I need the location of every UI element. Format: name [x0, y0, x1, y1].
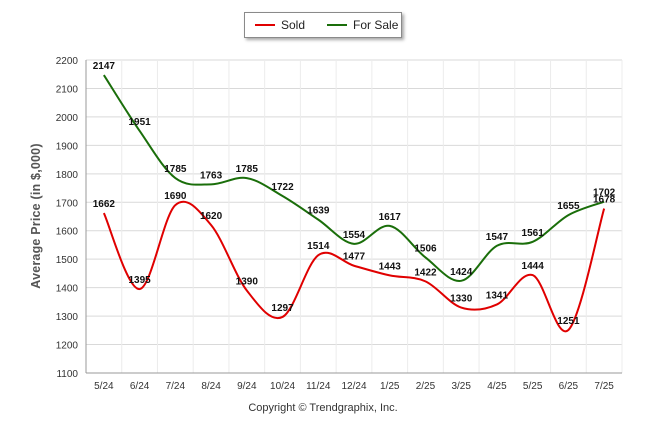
- legend: Sold For Sale: [244, 12, 402, 38]
- y-tick-label: 1300: [56, 312, 79, 323]
- data-label-for-sale: 1951: [128, 117, 151, 128]
- y-tick-label: 2200: [56, 56, 79, 67]
- y-tick-label: 2000: [56, 113, 79, 124]
- legend-item-sold[interactable]: Sold: [255, 18, 305, 32]
- y-tick-label: 2100: [56, 84, 79, 95]
- y-tick-label: 1700: [56, 198, 79, 209]
- x-tick-label: 5/25: [523, 381, 543, 392]
- axes: 1100 1200 1300 1400 1500 1600 1700 1800 1900 2000…: [56, 56, 622, 392]
- data-label-for-sale: 1655: [557, 201, 580, 212]
- data-label-sold: 1443: [379, 261, 402, 272]
- x-tick-label: 6/25: [559, 381, 579, 392]
- data-label-sold: 1514: [307, 241, 330, 252]
- y-tick-label: 1200: [56, 341, 79, 352]
- x-tick-label: 6/24: [130, 381, 150, 392]
- data-label-sold: 1341: [486, 290, 509, 301]
- x-tick-label: 5/24: [94, 381, 114, 392]
- data-label-for-sale: 1722: [271, 182, 294, 193]
- legend-swatch-sold: [255, 24, 275, 26]
- data-label-for-sale: 1424: [450, 267, 473, 278]
- data-label-sold: 1662: [93, 199, 116, 210]
- x-tick-label: 1/25: [380, 381, 400, 392]
- y-tick-label: 1800: [56, 170, 79, 181]
- x-tick-label: 9/24: [237, 381, 257, 392]
- data-label-sold: 1330: [450, 294, 473, 305]
- x-tick-label: 4/25: [487, 381, 507, 392]
- x-tick-label: 10/24: [270, 381, 295, 392]
- data-label-for-sale: 1785: [164, 164, 187, 175]
- data-label-for-sale: 1785: [236, 164, 259, 175]
- legend-item-for-sale[interactable]: For Sale: [327, 18, 398, 32]
- y-tick-label: 1500: [56, 255, 79, 266]
- data-label-for-sale: 1763: [200, 170, 223, 181]
- x-tick-label: 7/25: [594, 381, 614, 392]
- legend-label-sold: Sold: [281, 18, 306, 32]
- series-lines: [102, 74, 606, 333]
- legend-swatch-for-sale: [327, 24, 348, 26]
- y-tick-label: 1900: [56, 141, 79, 152]
- series-line-sold: [102, 200, 606, 333]
- data-label-for-sale: 1554: [343, 230, 366, 241]
- y-tick-label: 1400: [56, 284, 79, 295]
- x-tick-label: 12/24: [341, 381, 366, 392]
- data-label-for-sale: 1702: [593, 188, 616, 199]
- data-label-for-sale: 2147: [93, 61, 116, 72]
- data-label-for-sale: 1639: [307, 206, 330, 217]
- y-tick-label: 1600: [56, 227, 79, 238]
- data-label-for-sale: 1561: [522, 228, 545, 239]
- data-label-sold: 1690: [164, 191, 187, 202]
- x-tick-label: 8/24: [201, 381, 221, 392]
- copyright-footer: Copyright © Trendgraphix, Inc.: [248, 402, 398, 414]
- data-label-sold: 1444: [522, 261, 545, 272]
- x-tick-label: 3/25: [451, 381, 471, 392]
- data-label-for-sale: 1617: [379, 212, 402, 223]
- data-label-sold: 1620: [200, 211, 223, 222]
- data-label-sold: 1422: [414, 267, 437, 278]
- y-axis-label: Average Price (in $,000): [29, 143, 43, 289]
- x-tick-label: 7/24: [166, 381, 186, 392]
- data-label-for-sale: 1506: [414, 243, 437, 254]
- grid-lines: [85, 59, 623, 374]
- x-tick-label: 11/24: [306, 381, 331, 392]
- data-label-sold: 1395: [128, 275, 151, 286]
- data-label-sold: 1678: [593, 195, 616, 206]
- y-tick-label: 1100: [56, 369, 78, 380]
- data-label-sold: 1390: [236, 276, 259, 287]
- data-labels: 1662 1395 1690 1620 1390 1297 1514 1477 1443 1422…: [93, 61, 616, 327]
- data-label-sold: 1251: [557, 316, 580, 327]
- data-label-sold: 1477: [343, 252, 366, 263]
- data-label-for-sale: 1547: [486, 232, 509, 243]
- legend-label-for-sale: For Sale: [353, 18, 399, 32]
- series-line-for-sale: [103, 74, 605, 282]
- x-tick-label: 2/25: [416, 381, 436, 392]
- data-label-sold: 1297: [271, 303, 294, 314]
